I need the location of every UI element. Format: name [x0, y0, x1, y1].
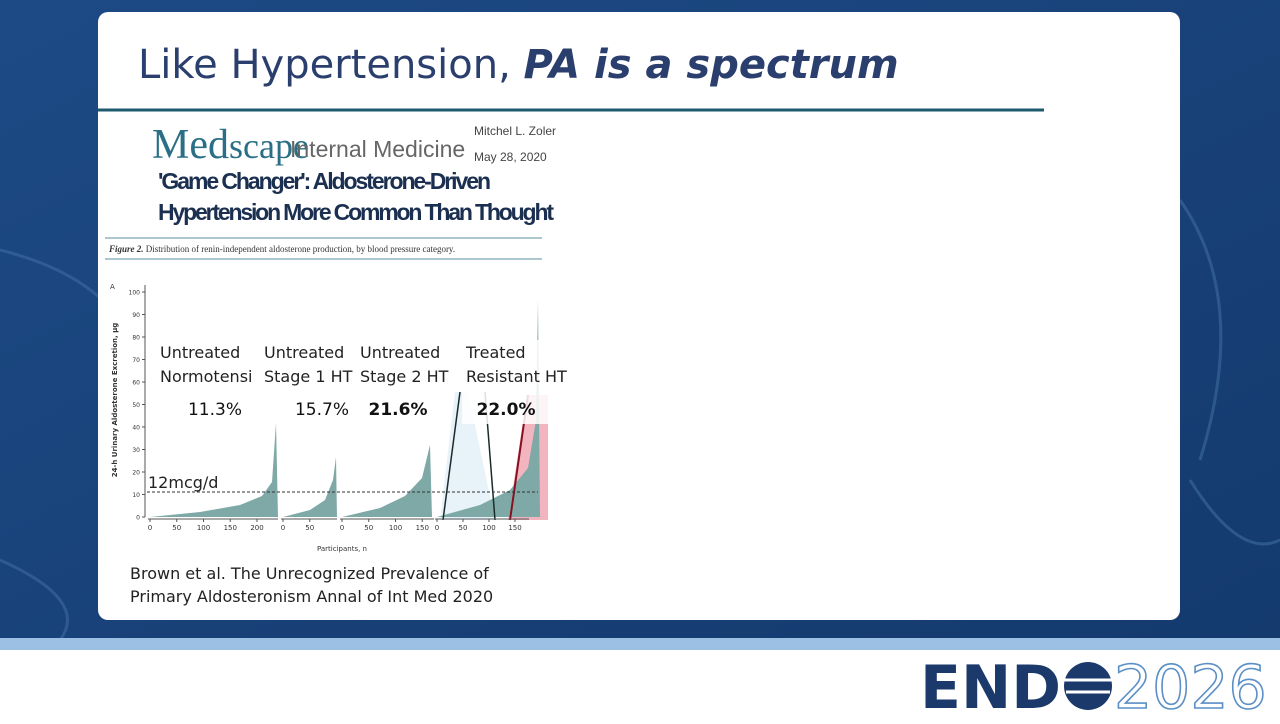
- y-tick-label: 0: [136, 515, 140, 522]
- citation: Primary Aldosteronism Annal of Int Med 2…: [130, 587, 493, 606]
- logo-main: END: [920, 653, 1061, 720]
- logo-globe-lines: [1064, 678, 1112, 694]
- headline: 'Game Changer': Aldosterone-Driven: [158, 168, 491, 194]
- x-tick-label: 150: [416, 524, 429, 532]
- threshold-label: 12mcg/d: [148, 473, 218, 492]
- group-label: Untreated: [360, 343, 440, 362]
- y-tick-label: 60: [132, 380, 140, 387]
- x-tick-label: 100: [389, 524, 402, 532]
- brand: Medscape: [152, 122, 309, 168]
- x-tick-label: 100: [197, 524, 210, 532]
- x-tick-label: 0: [435, 524, 439, 532]
- y-tick-label: 100: [129, 290, 141, 297]
- section: Internal Medicine: [290, 136, 465, 162]
- y-tick-label: 50: [132, 402, 140, 409]
- y-tick-label: 30: [132, 447, 140, 454]
- group-share: 21.6%: [369, 400, 428, 420]
- group-share: 11.3%: [188, 400, 242, 420]
- logo-globe: [1064, 662, 1112, 710]
- y-tick-label: 90: [132, 312, 140, 319]
- x-tick-label: 50: [459, 524, 468, 532]
- x-tick-label: 50: [305, 524, 314, 532]
- distribution: [437, 300, 540, 517]
- group-label: Stage 1 HT: [264, 367, 353, 386]
- x-tick-label: 0: [281, 524, 285, 532]
- group-label: Untreated: [160, 343, 240, 362]
- x-tick-label: 0: [148, 524, 152, 532]
- date: May 28, 2020: [474, 150, 547, 164]
- distribution: [150, 423, 278, 517]
- x-tick-label: 50: [172, 524, 181, 532]
- x-tick-label: 200: [250, 524, 263, 532]
- x-tick-label: 100: [482, 524, 495, 532]
- citation: Brown et al. The Unrecognized Prevalence…: [130, 564, 489, 583]
- x-tick-label: 0: [340, 524, 344, 532]
- group-share: 22.0%: [477, 400, 536, 420]
- slide-title: Like Hypertension, PA is a spectrum: [138, 42, 899, 88]
- y-axis-label: 24-h Urinary Aldosterone Excretion, µg: [111, 323, 119, 478]
- group-label: Stage 2 HT: [360, 367, 449, 386]
- group-label: Untreated: [264, 343, 344, 362]
- group-label: Treated: [465, 343, 526, 362]
- x-tick-label: 150: [508, 524, 521, 532]
- y-tick-label: 20: [132, 470, 140, 477]
- highlight-region: [440, 392, 495, 520]
- y-tick-label: 40: [132, 425, 140, 432]
- figure-caption: Figure 2. Distribution of renin-independ…: [108, 244, 455, 254]
- x-tick-label: 50: [364, 524, 373, 532]
- label-box: [462, 340, 570, 424]
- distribution: [342, 445, 432, 517]
- x-axis-label: Participants, n: [317, 545, 367, 553]
- author: Mitchel L. Zoler: [474, 124, 556, 138]
- panel-letter: A: [110, 283, 115, 291]
- logo-year: 2026: [1114, 653, 1267, 720]
- y-tick-label: 80: [132, 335, 140, 342]
- group-label: Resistant HT: [466, 367, 567, 386]
- boundary: [442, 391, 461, 521]
- distribution: [283, 457, 337, 517]
- group-share: 15.7%: [295, 400, 349, 420]
- y-tick-label: 70: [132, 357, 140, 364]
- y-tick-label: 10: [132, 492, 140, 499]
- group-label: Normotensi: [160, 367, 252, 386]
- card: [98, 12, 1180, 620]
- headline: Hypertension More Common Than Thought: [158, 199, 554, 225]
- stripe: [0, 638, 1280, 650]
- x-tick-label: 150: [224, 524, 237, 532]
